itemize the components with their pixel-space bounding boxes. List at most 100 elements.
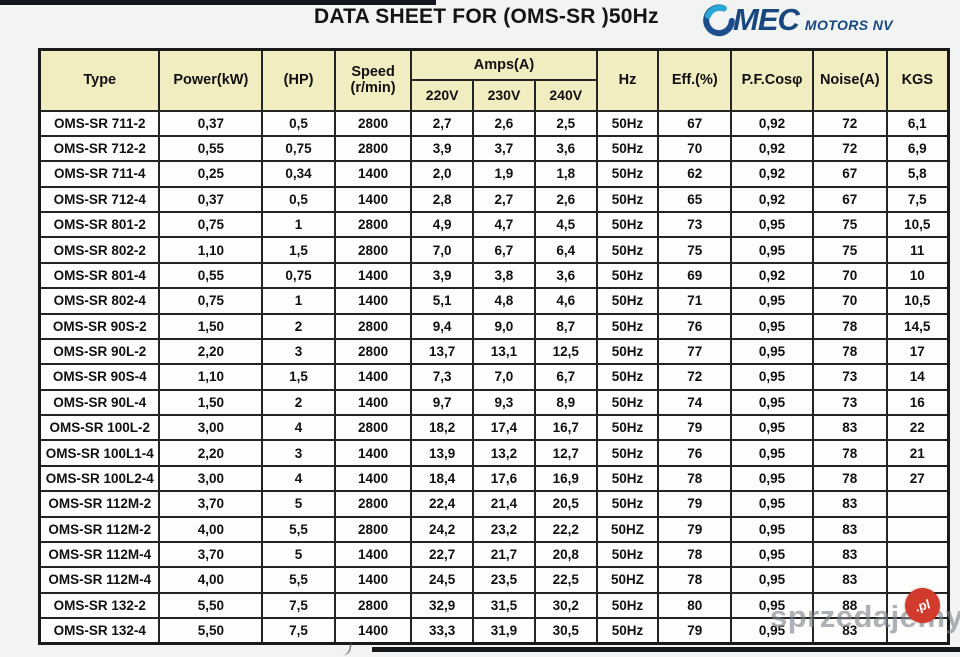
cell-speed_rmin: 2800	[333, 236, 413, 264]
cell-pf_cos: 0,95	[730, 236, 814, 264]
cell-noise_a: 70	[811, 287, 888, 315]
cell-eff_pct: 76	[657, 312, 733, 340]
table-row: OMS-SR 112M-4 4,00 5,5 1400 24,5 23,5 22,5 50HZ…	[38, 566, 950, 594]
cell-speed_rmin: 1400	[333, 439, 413, 467]
cell-hp: 5	[261, 540, 336, 569]
cell-amps_220v: 9,7	[410, 388, 475, 417]
cell-power_kw: 2,20	[158, 439, 264, 467]
cell-hp: 1,5	[261, 236, 336, 264]
cell-amps_230v: 3,7	[472, 134, 536, 163]
cell-power_kw: 0,55	[158, 134, 264, 163]
cell-kgs	[885, 515, 950, 543]
cell-amps_220v: 24,5	[410, 566, 475, 594]
cell-hz: 50Hz	[595, 490, 660, 518]
table-row: OMS-SR 801-2 0,75 1 2800 4,9 4,7 4,5 50Hz 73 0,95…	[38, 210, 950, 239]
omec-logo: MEC MOTORS NV	[700, 1, 893, 39]
scan-bottom-edge-bar	[372, 647, 960, 652]
cell-amps_240v: 3,6	[533, 134, 598, 163]
cell-type: OMS-SR 112M-2	[38, 515, 161, 543]
table-row: OMS-SR 112M-4 3,70 5 1400 22,7 21,7 20,8 50Hz 78…	[38, 540, 950, 569]
cell-speed_rmin: 1400	[333, 464, 413, 493]
cell-type: OMS-SR 100L-2	[38, 413, 161, 442]
cell-speed_rmin: 1400	[333, 287, 413, 315]
cell-noise_a: 75	[811, 236, 888, 264]
cell-amps_240v: 12,5	[533, 337, 598, 366]
cell-hz: 50Hz	[595, 312, 660, 340]
cell-hz: 50Hz	[595, 134, 660, 163]
cell-amps_230v: 2,6	[472, 109, 536, 137]
cell-pf_cos: 0,95	[730, 413, 814, 442]
col-header-hp: (HP)	[261, 48, 336, 112]
cell-pf_cos: 0,95	[730, 464, 814, 493]
cell-hp: 7,5	[261, 591, 336, 620]
cell-hp: 1	[261, 210, 336, 239]
cell-amps_220v: 2,8	[410, 185, 475, 214]
cell-amps_220v: 4,9	[410, 210, 475, 239]
col-header-power-kw: Power(kW)	[158, 48, 264, 112]
cell-pf_cos: 0,92	[730, 261, 814, 290]
cell-type: OMS-SR 100L2-4	[38, 464, 161, 493]
cell-noise_a: 78	[811, 439, 888, 467]
cell-hz: 50Hz	[595, 261, 660, 290]
cell-hp: 3	[261, 337, 336, 366]
cell-type: OMS-SR 100L1-4	[38, 439, 161, 467]
cell-type: OMS-SR 802-2	[38, 236, 161, 264]
cell-power_kw: 0,37	[158, 185, 264, 214]
cell-hz: 50Hz	[595, 109, 660, 137]
cell-pf_cos: 0,95	[730, 540, 814, 569]
cell-amps_230v: 13,2	[472, 439, 536, 467]
cell-power_kw: 3,00	[158, 464, 264, 493]
cell-amps_220v: 7,3	[410, 363, 475, 391]
cell-speed_rmin: 2800	[333, 134, 413, 163]
cell-type: OMS-SR 132-4	[38, 617, 161, 645]
cell-hp: 4	[261, 464, 336, 493]
cell-kgs: 10,5	[885, 210, 950, 239]
cell-hz: 50Hz	[595, 210, 660, 239]
cell-power_kw: 0,25	[158, 160, 264, 188]
cell-amps_240v: 6,7	[533, 363, 598, 391]
cell-amps_220v: 18,2	[410, 413, 475, 442]
cell-pf_cos: 0,92	[730, 185, 814, 214]
cell-type: OMS-SR 801-4	[38, 261, 161, 290]
cell-pf_cos: 0,95	[730, 515, 814, 543]
cell-amps_240v: 20,8	[533, 540, 598, 569]
cell-speed_rmin: 2800	[333, 337, 413, 366]
cell-kgs	[885, 490, 950, 518]
cell-noise_a: 67	[811, 185, 888, 214]
cell-hp: 0,75	[261, 261, 336, 290]
cell-noise_a: 73	[811, 363, 888, 391]
cell-amps_240v: 2,5	[533, 109, 598, 137]
cell-power_kw: 0,75	[158, 210, 264, 239]
cell-hp: 2	[261, 388, 336, 417]
cell-amps_230v: 6,7	[472, 236, 536, 264]
cell-amps_240v: 22,5	[533, 566, 598, 594]
cell-amps_230v: 17,6	[472, 464, 536, 493]
cell-amps_230v: 9,0	[472, 312, 536, 340]
cell-kgs: 22	[885, 413, 950, 442]
cell-power_kw: 3,70	[158, 540, 264, 569]
cell-kgs: 21	[885, 439, 950, 467]
cell-eff_pct: 79	[657, 515, 733, 543]
cell-amps_240v: 4,6	[533, 287, 598, 315]
cell-eff_pct: 78	[657, 540, 733, 569]
data-sheet-table-wrapper: Type Power(kW) (HP) Speed (r/min) Amps(A…	[38, 48, 950, 645]
cell-amps_240v: 6,4	[533, 236, 598, 264]
cell-hp: 5,5	[261, 515, 336, 543]
table-row: OMS-SR 802-4 0,75 1 1400 5,1 4,8 4,6 50Hz 71 0,95…	[38, 287, 950, 315]
cell-eff_pct: 67	[657, 109, 733, 137]
cell-amps_240v: 20,5	[533, 490, 598, 518]
cell-power_kw: 1,50	[158, 388, 264, 417]
cell-amps_220v: 32,9	[410, 591, 475, 620]
omec-swirl-o-icon	[703, 4, 735, 37]
cell-pf_cos: 0,95	[730, 210, 814, 239]
cell-eff_pct: 71	[657, 287, 733, 315]
cell-kgs: 27	[885, 464, 950, 493]
table-row: OMS-SR 90S-2 1,50 2 2800 9,4 9,0 8,7 50Hz 76 0,95…	[38, 312, 950, 340]
col-header-speed: Speed (r/min)	[333, 48, 413, 112]
cell-hz: 50Hz	[595, 388, 660, 417]
cell-amps_220v: 9,4	[410, 312, 475, 340]
cell-amps_230v: 1,9	[472, 160, 536, 188]
cell-pf_cos: 0,95	[730, 312, 814, 340]
cell-hp: 4	[261, 413, 336, 442]
cell-amps_220v: 3,9	[410, 134, 475, 163]
